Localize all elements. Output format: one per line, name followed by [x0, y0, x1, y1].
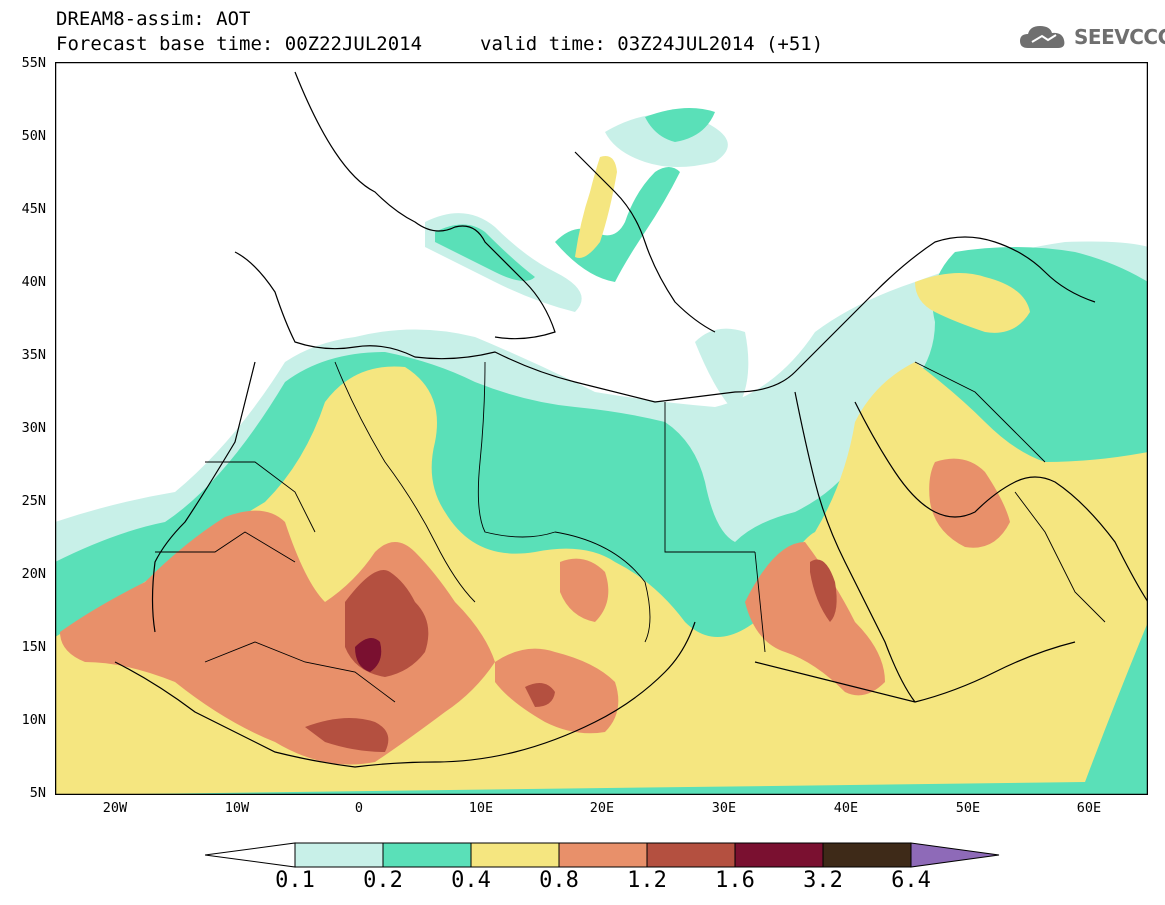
colorbar-svg [205, 842, 1000, 868]
lat-label: 40N [21, 274, 46, 290]
colorbar-segment [294, 842, 384, 868]
lon-label: 50E [955, 800, 981, 816]
seevccc-logo: SEEVCCC [1018, 20, 1165, 54]
lat-label: 50N [21, 128, 46, 144]
country-borders [155, 361, 1106, 703]
lon-label: 60E [1076, 800, 1102, 816]
lat-label: 20N [21, 566, 46, 582]
colorbar-segment [910, 842, 1000, 868]
lat-label: 5N [29, 785, 46, 801]
lon-label: 20W [102, 800, 128, 816]
colorbar-label: 0.2 [363, 868, 403, 893]
colorbar-segment [558, 842, 648, 868]
map-title: DREAM8-assim: AOT [56, 8, 251, 30]
colorbar-label: 1.6 [715, 868, 755, 893]
colorbar-segment [470, 842, 560, 868]
lat-label: 55N [21, 55, 46, 71]
lat-label: 45N [21, 201, 46, 217]
forecast-base-time: Forecast base time: 00Z22JUL2014 [56, 33, 423, 55]
map-canvas [55, 62, 1148, 795]
aot-map [55, 62, 1148, 795]
lon-label: 0 [354, 800, 364, 816]
lon-label: 20E [589, 800, 615, 816]
valid-time: valid time: 03Z24JUL2014 (+51) [480, 33, 824, 55]
colorbar-label: 1.2 [627, 868, 667, 893]
colorbar-segment [646, 842, 736, 868]
lat-label: 35N [21, 347, 46, 363]
lon-label: 10E [468, 800, 494, 816]
map-frame [55, 62, 1148, 795]
colorbar-label: 0.8 [539, 868, 579, 893]
coastlines [114, 71, 1148, 768]
lon-label: 40E [833, 800, 859, 816]
colorbar [205, 840, 1000, 870]
lon-label: 30E [711, 800, 737, 816]
colorbar-segment [205, 842, 296, 868]
colorbar-segment [382, 842, 472, 868]
cloud-icon [1020, 26, 1065, 48]
lat-label: 15N [21, 639, 46, 655]
colorbar-label: 0.4 [451, 868, 491, 893]
colorbar-label: 3.2 [803, 868, 843, 893]
logo-text: SEEVCCC [1074, 25, 1165, 49]
lat-label: 10N [21, 712, 46, 728]
lon-label: 10W [224, 800, 250, 816]
colorbar-label: 6.4 [891, 868, 931, 893]
colorbar-label: 0.1 [275, 868, 315, 893]
aot-1.6-band [355, 638, 382, 672]
lat-label: 30N [21, 420, 46, 436]
colorbar-segment [734, 842, 824, 868]
colorbar-segment [822, 842, 912, 868]
lat-label: 25N [21, 493, 46, 509]
